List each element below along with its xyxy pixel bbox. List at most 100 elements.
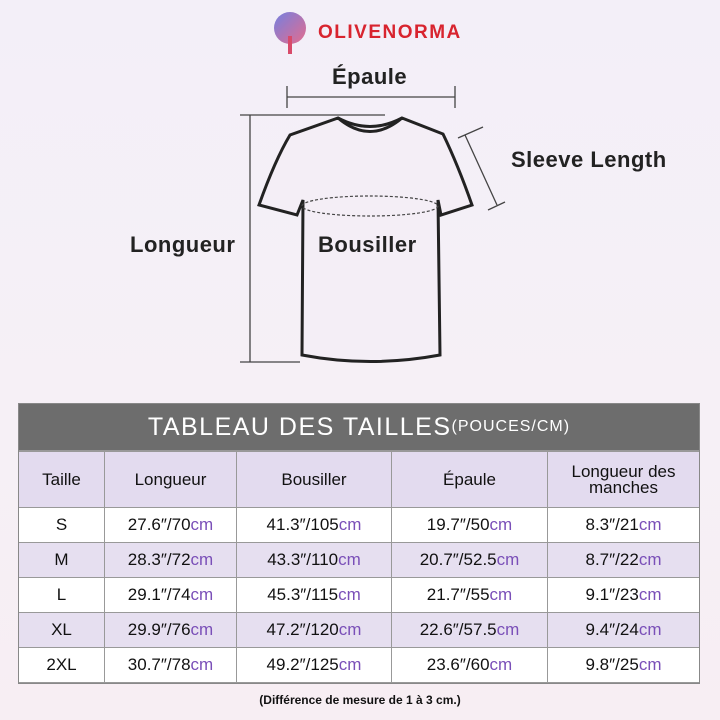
cm-value: 76 bbox=[171, 620, 191, 639]
measurement-cell: 19.7 ″/50 cm bbox=[392, 508, 548, 542]
cm-unit: cm bbox=[638, 550, 662, 569]
tree-logo-icon bbox=[274, 12, 306, 54]
inch-separator: ″/ bbox=[160, 550, 172, 569]
size-cell: M bbox=[19, 543, 105, 577]
inch-separator: ″/ bbox=[452, 620, 464, 639]
cm-value: 105 bbox=[310, 515, 339, 534]
cm-value: 22 bbox=[619, 550, 639, 569]
size-cell: 2XL bbox=[19, 648, 105, 682]
cm-unit: cm bbox=[496, 620, 520, 639]
cm-unit: cm bbox=[489, 585, 513, 604]
inch-separator: ″/ bbox=[459, 515, 471, 534]
inch-separator: ″/ bbox=[160, 515, 172, 534]
cm-unit: cm bbox=[190, 515, 214, 534]
measurement-cell: 47.2 ″/120 cm bbox=[237, 613, 392, 647]
cm-unit: cm bbox=[338, 515, 362, 534]
cm-unit: cm bbox=[338, 655, 362, 674]
inch-separator: ″/ bbox=[609, 585, 620, 604]
inch-separator: ″/ bbox=[160, 620, 172, 639]
inch-separator: ″/ bbox=[300, 585, 312, 604]
size-cell: L bbox=[19, 578, 105, 612]
measurement-cell: 9.4 ″/24 cm bbox=[548, 613, 699, 647]
inch-value: 9.1 bbox=[585, 585, 610, 604]
inch-value: 47.2 bbox=[266, 620, 300, 639]
measurement-cell: 23.6 ″/60 cm bbox=[392, 648, 548, 682]
measurement-cell: 27.6 ″/70 cm bbox=[105, 508, 237, 542]
sleeve-length-label: Sleeve Length bbox=[511, 147, 667, 172]
measurement-cell: 20.7 ″/52.5 cm bbox=[392, 543, 548, 577]
cm-value: 55 bbox=[470, 585, 490, 604]
measurement-cell: 28.3 ″/72 cm bbox=[105, 543, 237, 577]
inch-value: 21.7 bbox=[426, 585, 460, 604]
header-size: Taille bbox=[19, 452, 105, 507]
chest-label: Bousiller bbox=[318, 232, 417, 257]
cm-value: 25 bbox=[619, 655, 639, 674]
cm-value: 52.5 bbox=[463, 550, 497, 569]
inch-separator: ″/ bbox=[299, 655, 311, 674]
cm-unit: cm bbox=[489, 515, 513, 534]
cm-value: 72 bbox=[171, 550, 191, 569]
table-header-row: Taille Longueur Bousiller Épaule Longueu… bbox=[19, 452, 699, 508]
inch-separator: ″/ bbox=[459, 655, 471, 674]
cm-unit: cm bbox=[638, 515, 662, 534]
inch-separator: ″/ bbox=[452, 550, 464, 569]
cm-value: 120 bbox=[310, 620, 339, 639]
measurement-cell: 8.3 ″/21 cm bbox=[548, 508, 699, 542]
inch-separator: ″/ bbox=[609, 655, 620, 674]
measurement-cell: 43.3 ″/110 cm bbox=[237, 543, 392, 577]
inch-value: 43.3 bbox=[267, 550, 301, 569]
inch-value: 29.9 bbox=[127, 620, 161, 639]
cm-value: 24 bbox=[619, 620, 639, 639]
size-chart-table: TABLEAU DES TAILLES (POUCES/CM) Taille Lo… bbox=[18, 403, 700, 684]
measurement-cell: 41.3 ″/105 cm bbox=[237, 508, 392, 542]
inch-value: 28.3 bbox=[127, 550, 161, 569]
measurement-cell: 49.2 ″/125 cm bbox=[237, 648, 392, 682]
cm-value: 110 bbox=[311, 550, 339, 569]
measurement-cell: 21.7 ″/55 cm bbox=[392, 578, 548, 612]
inch-value: 22.6 bbox=[419, 620, 453, 639]
inch-value: 45.3 bbox=[267, 585, 301, 604]
inch-value: 23.6 bbox=[426, 655, 460, 674]
footnote: (Différence de mesure de 1 à 3 cm.) bbox=[259, 693, 461, 707]
inch-separator: ″/ bbox=[459, 585, 471, 604]
measurement-cell: 8.7 ″/22 cm bbox=[548, 543, 699, 577]
measurement-cell: 45.3 ″/115 cm bbox=[237, 578, 392, 612]
inch-separator: ″/ bbox=[609, 550, 620, 569]
table-title-text: TABLEAU DES TAILLES bbox=[147, 412, 452, 441]
inch-separator: ″/ bbox=[160, 585, 172, 604]
measurement-cell: 9.8 ″/25 cm bbox=[548, 648, 699, 682]
cm-value: 57.5 bbox=[463, 620, 497, 639]
table-row: XL 29.9 ″/76 cm 47.2 ″/120 cm 22.6 ″/57.5 cm 9.4 ″/… bbox=[19, 613, 699, 648]
cm-unit: cm bbox=[190, 585, 214, 604]
inch-value: 30.7 bbox=[127, 655, 161, 674]
cm-unit: cm bbox=[638, 620, 662, 639]
inch-value: 8.3 bbox=[585, 515, 610, 534]
cm-unit: cm bbox=[638, 585, 662, 604]
header-chest: Bousiller bbox=[237, 452, 392, 507]
table-row: 2XL 30.7 ″/78 cm 49.2 ″/125 cm 23.6 ″/60 cm 9.8 ″/2… bbox=[19, 648, 699, 683]
table-row: M 28.3 ″/72 cm 43.3 ″/110 cm 20.7 ″/52.5 cm 8.7 ″/2… bbox=[19, 543, 699, 578]
cm-value: 125 bbox=[310, 655, 339, 674]
inch-value: 49.2 bbox=[266, 655, 300, 674]
tshirt-diagram bbox=[240, 86, 506, 363]
table-row: L 29.1 ″/74 cm 45.3 ″/115 cm 21.7 ″/55 cm 9.1 ″/23 c… bbox=[19, 578, 699, 613]
inch-separator: ″/ bbox=[300, 550, 312, 569]
cm-value: 50 bbox=[470, 515, 490, 534]
cm-value: 74 bbox=[171, 585, 191, 604]
cm-unit: cm bbox=[190, 550, 214, 569]
measurement-cell: 30.7 ″/78 cm bbox=[105, 648, 237, 682]
header-sleeve: Longueur des manches bbox=[571, 461, 676, 497]
size-cell: XL bbox=[19, 613, 105, 647]
inch-value: 9.4 bbox=[585, 620, 610, 639]
brand-logo: OLIVENORMA bbox=[268, 8, 462, 58]
length-label: Longueur bbox=[130, 232, 236, 257]
shoulder-label: Épaule bbox=[332, 64, 408, 89]
inch-separator: ″/ bbox=[160, 655, 172, 674]
inch-value: 41.3 bbox=[266, 515, 300, 534]
inch-separator: ″/ bbox=[299, 515, 311, 534]
table-row: S 27.6 ″/70 cm 41.3 ″/105 cm 19.7 ″/50 cm 8.3 ″/21 c… bbox=[19, 508, 699, 543]
inch-value: 27.6 bbox=[127, 515, 161, 534]
table-title: TABLEAU DES TAILLES (POUCES/CM) bbox=[19, 404, 699, 452]
measurement-cell: 9.1 ″/23 cm bbox=[548, 578, 699, 612]
measurement-cell: 29.1 ″/74 cm bbox=[105, 578, 237, 612]
